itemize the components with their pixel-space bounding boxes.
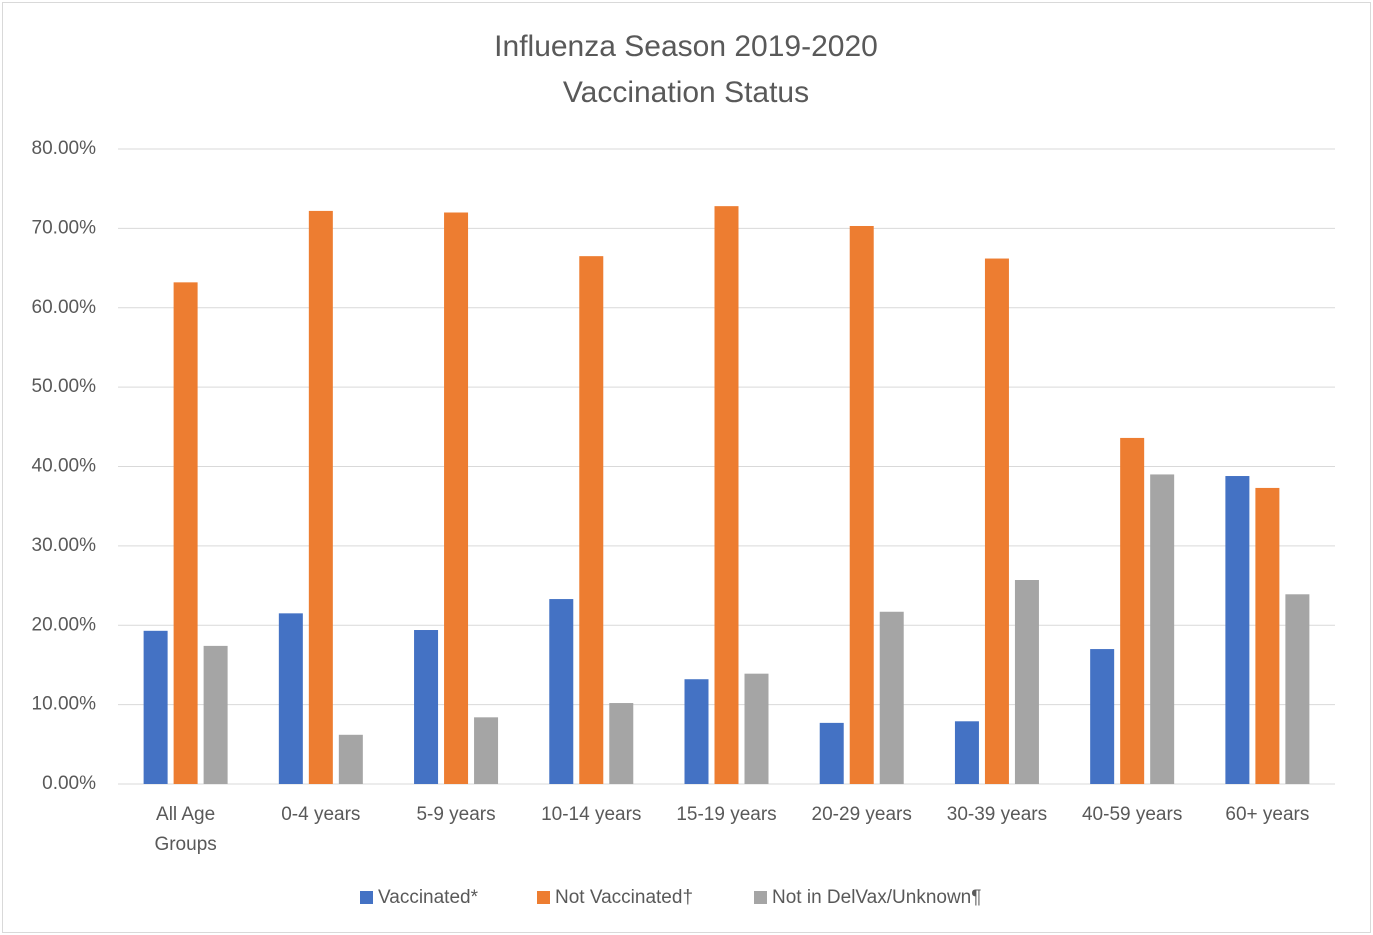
bar xyxy=(143,630,168,784)
bar xyxy=(684,679,709,784)
x-tick-label: 5-9 years xyxy=(416,804,496,825)
bar xyxy=(879,611,904,784)
y-tick-label: 70.00% xyxy=(32,217,97,238)
x-tick-label: 40-59 years xyxy=(1081,804,1183,825)
x-tick-label: All Age Groups xyxy=(154,804,217,855)
x-tick-label: 0-4 years xyxy=(281,804,361,825)
x-tick-label: 15-19 years xyxy=(676,804,777,825)
x-tick-label: 60+ years xyxy=(1225,804,1310,825)
bar xyxy=(1285,594,1310,784)
y-tick-label: 60.00% xyxy=(32,297,97,318)
y-tick-label: 10.00% xyxy=(32,694,97,715)
chart-title: Vaccination Status xyxy=(563,76,809,109)
bar xyxy=(1120,437,1145,784)
legend-swatch xyxy=(360,891,373,904)
bar xyxy=(173,282,198,784)
bar xyxy=(338,734,363,784)
bar xyxy=(414,630,439,784)
legend-swatch xyxy=(754,891,767,904)
chart-title: Influenza Season 2019-2020 xyxy=(494,30,878,63)
legend-swatch xyxy=(537,891,550,904)
bar xyxy=(849,225,874,784)
bar xyxy=(819,722,844,784)
bar xyxy=(444,212,469,784)
y-tick-label: 40.00% xyxy=(32,456,97,477)
bar xyxy=(984,258,1009,785)
bar xyxy=(203,645,228,784)
bar xyxy=(278,613,303,784)
bar xyxy=(549,599,574,784)
bar xyxy=(579,256,604,784)
x-tick-label: 30-39 years xyxy=(946,804,1048,825)
bar xyxy=(308,210,333,785)
bar xyxy=(744,673,769,784)
bar xyxy=(714,206,739,784)
x-tick-label: 20-29 years xyxy=(811,804,912,825)
bar xyxy=(954,721,979,784)
y-tick-label: 0.00% xyxy=(42,773,96,794)
bar xyxy=(1150,474,1175,784)
bar xyxy=(1014,580,1039,784)
bar xyxy=(609,703,634,784)
legend-label: Vaccinated* xyxy=(378,887,479,908)
legend-label: Not Vaccinated† xyxy=(555,887,693,908)
bar xyxy=(1090,649,1115,784)
y-tick-label: 30.00% xyxy=(32,535,97,556)
bar xyxy=(474,717,499,784)
bar xyxy=(1255,487,1280,784)
x-tick-label: 10-14 years xyxy=(541,804,642,825)
bar xyxy=(1225,476,1250,784)
legend-label: Not in DelVax/Unknown¶ xyxy=(772,887,981,908)
y-tick-label: 80.00% xyxy=(32,138,97,159)
y-tick-label: 20.00% xyxy=(32,614,97,635)
y-tick-label: 50.00% xyxy=(32,376,97,397)
